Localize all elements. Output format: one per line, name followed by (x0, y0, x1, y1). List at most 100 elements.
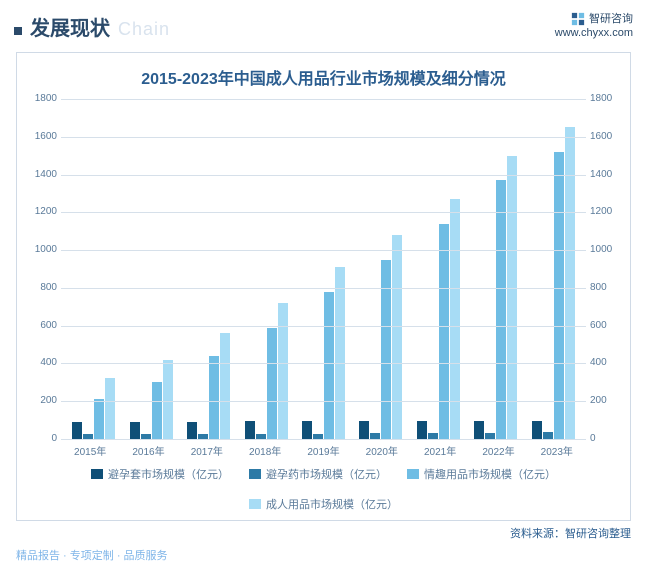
x-axis-labels: 2015年2016年2017年2018年2019年2020年2021年2022年… (61, 443, 586, 458)
header-dot-icon (14, 27, 22, 35)
bar (278, 303, 288, 439)
legend-label: 避孕套市场规模（亿元） (108, 466, 229, 482)
y-tick-right: 0 (590, 434, 616, 444)
header-right: 智研咨询 www.chyxx.com (555, 12, 633, 41)
bar (554, 152, 564, 439)
grid-line (61, 401, 586, 402)
bar (496, 180, 506, 439)
legend-label: 情趣用品市场规模（亿元） (424, 466, 556, 482)
bar (267, 328, 277, 439)
chart-container: 2015-2023年中国成人用品行业市场规模及细分情况 002002004004… (16, 52, 631, 521)
bar (105, 378, 115, 439)
grid-line (61, 288, 586, 289)
y-tick-right: 1200 (590, 207, 616, 217)
y-tick-left: 1200 (31, 207, 57, 217)
logo-icon (571, 12, 585, 26)
y-tick-left: 600 (31, 321, 57, 331)
y-tick-left: 200 (31, 396, 57, 406)
y-tick-right: 1800 (590, 94, 616, 104)
x-tick-label: 2023年 (528, 443, 586, 458)
header-title: 发展现状 (30, 12, 110, 41)
year-group (122, 99, 179, 439)
x-tick-label: 2019年 (294, 443, 352, 458)
grid-line (61, 99, 586, 100)
chart-legend: 避孕套市场规模（亿元） 避孕药市场规模（亿元） 情趣用品市场规模（亿元） 成人用品市场… (27, 466, 620, 512)
bar (209, 356, 219, 439)
y-tick-left: 1600 (31, 132, 57, 142)
y-tick-right: 200 (590, 396, 616, 406)
legend-item: 成人用品市场规模（亿元） (249, 496, 398, 512)
bar (417, 421, 427, 439)
bar (450, 199, 460, 439)
bar (324, 292, 334, 439)
year-group (295, 99, 352, 439)
bar (163, 360, 173, 439)
bar (187, 422, 197, 439)
brand-name: 智研咨询 (589, 12, 633, 26)
bar (392, 235, 402, 439)
x-tick-label: 2016年 (119, 443, 177, 458)
y-tick-right: 1400 (590, 170, 616, 180)
year-group (237, 99, 294, 439)
grid-line (61, 363, 586, 364)
bar (474, 421, 484, 439)
plot-area: 0020020040040060060080080010001000120012… (61, 99, 586, 439)
y-tick-left: 800 (31, 283, 57, 293)
year-group (525, 99, 582, 439)
x-tick-label: 2018年 (236, 443, 294, 458)
bar (302, 421, 312, 439)
year-group (410, 99, 467, 439)
grid-line (61, 250, 586, 251)
legend-swatch-icon (91, 469, 103, 479)
legend-swatch-icon (249, 469, 261, 479)
bar (94, 399, 104, 439)
y-tick-left: 1000 (31, 245, 57, 255)
bar (72, 422, 82, 439)
source-line: 资料来源：智研咨询整理 (0, 525, 631, 541)
bar (220, 333, 230, 439)
brand-url: www.chyxx.com (555, 26, 633, 40)
header-subtitle: Chain (118, 19, 170, 40)
year-group (65, 99, 122, 439)
y-tick-right: 800 (590, 283, 616, 293)
bar (130, 422, 140, 439)
year-group (180, 99, 237, 439)
page-header: 发展现状 Chain 智研咨询 www.chyxx.com (0, 0, 647, 48)
y-tick-left: 0 (31, 434, 57, 444)
legend-item: 情趣用品市场规模（亿元） (407, 466, 556, 482)
year-group (467, 99, 524, 439)
bar (359, 421, 369, 439)
y-tick-left: 1800 (31, 94, 57, 104)
brand-row: 智研咨询 (555, 12, 633, 26)
legend-item: 避孕套市场规模（亿元） (91, 466, 229, 482)
bar (532, 421, 542, 439)
x-tick-label: 2021年 (411, 443, 469, 458)
footer-text: 精品报告 · 专项定制 · 品质服务 (0, 541, 647, 569)
y-tick-right: 400 (590, 358, 616, 368)
x-tick-label: 2017年 (178, 443, 236, 458)
bar (152, 382, 162, 439)
grid-line (61, 326, 586, 327)
x-tick-label: 2022年 (469, 443, 527, 458)
x-tick-label: 2020年 (353, 443, 411, 458)
legend-swatch-icon (249, 499, 261, 509)
bar (439, 224, 449, 439)
chart-title: 2015-2023年中国成人用品行业市场规模及细分情况 (27, 65, 620, 89)
y-tick-right: 1000 (590, 245, 616, 255)
grid-line (61, 212, 586, 213)
y-tick-right: 600 (590, 321, 616, 331)
bars-row (61, 99, 586, 439)
y-tick-right: 1600 (590, 132, 616, 142)
x-tick-label: 2015年 (61, 443, 119, 458)
legend-swatch-icon (407, 469, 419, 479)
y-tick-left: 1400 (31, 170, 57, 180)
bar (335, 267, 345, 439)
header-left: 发展现状 Chain (14, 12, 170, 41)
legend-item: 避孕药市场规模（亿元） (249, 466, 387, 482)
grid-line (61, 175, 586, 176)
grid-line (61, 137, 586, 138)
bar (507, 156, 517, 439)
year-group (352, 99, 409, 439)
legend-label: 成人用品市场规模（亿元） (266, 496, 398, 512)
y-tick-left: 400 (31, 358, 57, 368)
